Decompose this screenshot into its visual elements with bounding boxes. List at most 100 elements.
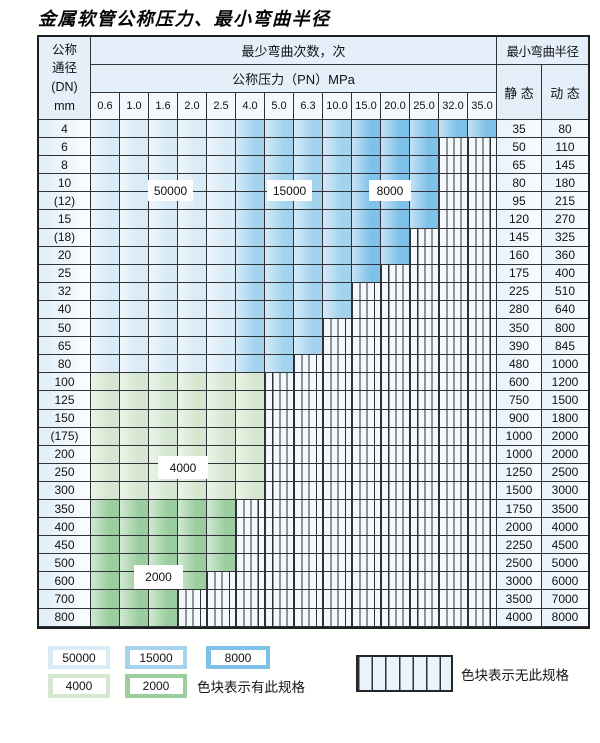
spec-available-cell: [91, 590, 120, 609]
spec-unavailable-cell: [410, 282, 439, 301]
header-dynamic: 动 态: [542, 65, 588, 120]
spec-unavailable-cell: [439, 300, 468, 320]
spec-available-cell: [352, 264, 381, 283]
spec-unavailable-cell: [294, 590, 323, 609]
spec-available-cell: [149, 518, 178, 537]
spec-available-cell: [236, 355, 265, 374]
spec-unavailable-cell: [352, 409, 381, 428]
spec-available-cell: [207, 337, 236, 356]
spec-unavailable-cell: [323, 536, 352, 555]
spec-available-cell: [207, 174, 236, 193]
spec-unavailable-cell: [381, 391, 410, 410]
legend-swatch-50000: 50000: [48, 646, 110, 669]
spec-unavailable-cell: [323, 590, 352, 609]
spec-unavailable-cell: [323, 409, 352, 428]
pressure-col-header: 5.0: [265, 93, 294, 120]
spec-unavailable-cell: [439, 445, 468, 464]
spec-unavailable-cell: [468, 391, 497, 410]
spec-unavailable-cell: [439, 192, 468, 211]
spec-unavailable-cell: [352, 463, 381, 482]
spec-available-cell: [207, 210, 236, 229]
spec-unavailable-cell: [410, 481, 439, 500]
static-radius-value: 35: [497, 120, 542, 139]
spec-unavailable-cell: [236, 590, 265, 609]
pressure-col-header: 10.0: [323, 93, 352, 120]
dynamic-radius-value: 360: [542, 246, 588, 265]
spec-available-cell: [352, 228, 381, 247]
spec-unavailable-cell: [468, 481, 497, 500]
spec-unavailable-cell: [439, 536, 468, 555]
dn-label: 50: [39, 319, 91, 338]
spec-available-cell: [207, 355, 236, 374]
dynamic-radius-value: 215: [542, 192, 588, 211]
spec-available-cell: [178, 210, 207, 229]
spec-unavailable-cell: [468, 337, 497, 356]
spec-unavailable-cell: [352, 481, 381, 500]
spec-available-cell: [207, 463, 236, 482]
spec-available-cell: [91, 319, 120, 338]
pressure-col-header: 6.3: [294, 93, 323, 120]
spec-available-cell: [91, 355, 120, 374]
spec-available-cell: [120, 427, 149, 446]
spec-available-cell: [207, 228, 236, 247]
spec-available-cell: [294, 319, 323, 338]
spec-unavailable-cell: [468, 373, 497, 392]
spec-available-cell: [236, 445, 265, 464]
spec-available-cell: [120, 138, 149, 157]
spec-available-cell: [207, 246, 236, 265]
spec-unavailable-cell: [178, 608, 207, 627]
spec-unavailable-cell: [323, 445, 352, 464]
spec-available-cell: [294, 138, 323, 157]
spec-unavailable-cell: [439, 518, 468, 537]
static-radius-value: 120: [497, 210, 542, 229]
static-radius-value: 2000: [497, 518, 542, 537]
spec-available-cell: [91, 481, 120, 500]
spec-available-cell: [178, 138, 207, 157]
header-min-bend-cycles: 最少弯曲次数，次: [91, 37, 497, 65]
spec-available-cell: [236, 427, 265, 446]
spec-unavailable-cell: [439, 590, 468, 609]
spec-unavailable-cell: [410, 228, 439, 247]
dynamic-radius-value: 3500: [542, 499, 588, 519]
pressure-col-header: 0.6: [91, 93, 120, 120]
pressure-col-header: 2.5: [207, 93, 236, 120]
dynamic-radius-value: 80: [542, 120, 588, 139]
spec-available-cell: [120, 228, 149, 247]
spec-unavailable-cell: [352, 536, 381, 555]
spec-unavailable-cell: [381, 481, 410, 500]
dynamic-radius-value: 845: [542, 337, 588, 356]
dynamic-radius-value: 2000: [542, 427, 588, 446]
dynamic-radius-value: 1000: [542, 355, 588, 374]
spec-available-cell: [323, 228, 352, 247]
spec-available-cell: [178, 554, 207, 573]
spec-unavailable-cell: [381, 319, 410, 338]
spec-available-cell: [120, 300, 149, 320]
spec-unavailable-cell: [439, 373, 468, 392]
spec-available-cell: [149, 337, 178, 356]
spec-available-cell: [91, 536, 120, 555]
spec-unavailable-cell: [323, 463, 352, 482]
spec-available-cell: [236, 264, 265, 283]
spec-available-cell: [120, 391, 149, 410]
header-min-bend-radius: 最小弯曲半径: [497, 37, 588, 65]
pressure-col-header: 4.0: [236, 93, 265, 120]
spec-available-cell: [207, 445, 236, 464]
spec-available-cell: [294, 300, 323, 320]
spec-unavailable-cell: [410, 536, 439, 555]
spec-available-cell: [149, 300, 178, 320]
spec-unavailable-cell: [410, 300, 439, 320]
spec-available-cell: [120, 192, 149, 211]
spec-available-cell: [236, 192, 265, 211]
spec-available-cell: [178, 264, 207, 283]
dynamic-radius-value: 7000: [542, 590, 588, 609]
spec-available-cell: [91, 554, 120, 573]
spec-unavailable-cell: [294, 554, 323, 573]
spec-available-cell: [178, 499, 207, 519]
spec-available-cell: [178, 409, 207, 428]
spec-unavailable-cell: [468, 192, 497, 211]
spec-unavailable-cell: [439, 409, 468, 428]
spec-unavailable-cell: [381, 608, 410, 627]
spec-available-cell: [236, 300, 265, 320]
spec-unavailable-cell: [439, 138, 468, 157]
spec-unavailable-cell: [468, 499, 497, 519]
